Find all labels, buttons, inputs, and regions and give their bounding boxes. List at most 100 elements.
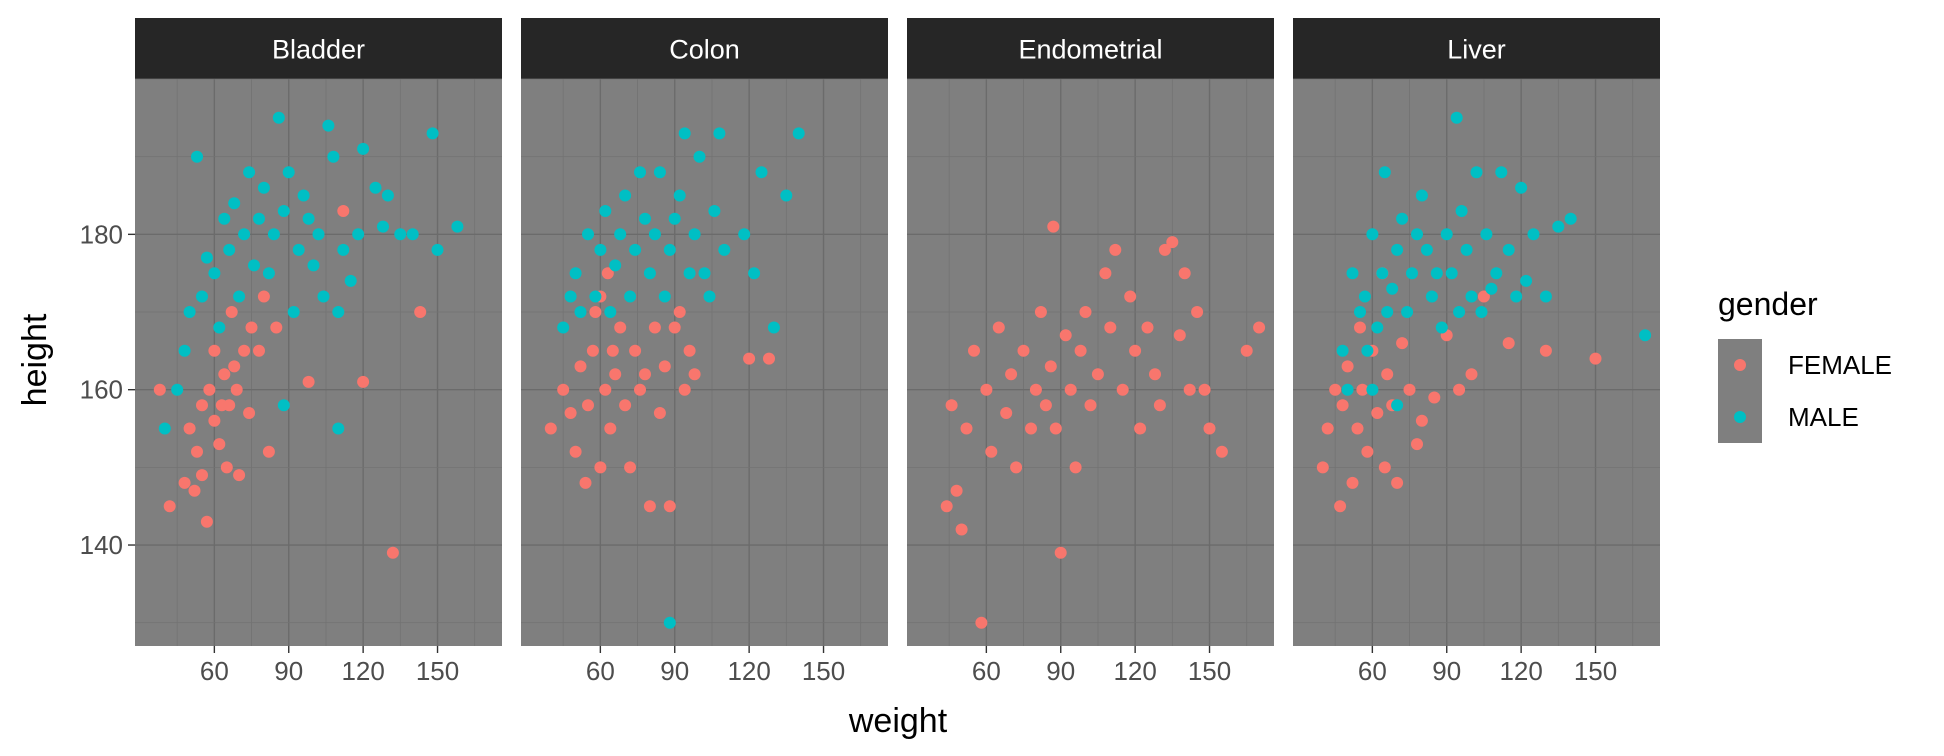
data-point-female	[1173, 329, 1186, 342]
data-point-male	[1381, 306, 1394, 318]
data-point-male	[337, 243, 350, 256]
data-point-female	[1589, 352, 1602, 365]
data-point-female	[218, 368, 231, 381]
data-point-female	[1054, 546, 1067, 559]
data-point-female	[302, 375, 315, 388]
data-point-male	[718, 243, 731, 256]
data-point-male	[1420, 243, 1433, 256]
data-point-female	[629, 344, 642, 357]
x-tick-label: 120	[1113, 656, 1156, 686]
data-point-male	[748, 267, 761, 280]
data-point-female	[238, 344, 251, 357]
y-tick-label: 180	[80, 219, 123, 249]
data-point-male	[582, 228, 594, 241]
data-point-male	[1391, 243, 1404, 256]
legend: gender FEMALE MALE	[1718, 286, 1892, 443]
data-point-female	[1074, 344, 1087, 357]
data-point-male	[643, 267, 656, 280]
data-point-female	[1091, 368, 1104, 381]
data-point-male	[1425, 290, 1438, 303]
data-point-male	[431, 243, 444, 256]
data-point-male	[1371, 321, 1384, 334]
data-point-male	[1366, 228, 1379, 241]
data-point-female	[557, 383, 570, 396]
legend-key-male	[1734, 411, 1746, 423]
facet-strip-colon	[521, 18, 888, 79]
data-point-female	[1336, 399, 1349, 412]
data-point-female	[1149, 368, 1161, 381]
data-point-female	[945, 399, 958, 412]
data-point-female	[1129, 344, 1142, 357]
data-point-male	[223, 243, 236, 256]
facet-panels: Bladder 60 90 120 150 140 160 180 Colon 60 90 120 15…	[80, 18, 1660, 686]
data-point-male	[1520, 274, 1533, 287]
data-point-female	[601, 267, 614, 280]
x-tick-label: 120	[1499, 656, 1542, 686]
data-point-male	[282, 166, 295, 179]
data-point-female	[208, 414, 221, 427]
data-point-male	[1366, 383, 1379, 396]
data-point-female	[203, 383, 216, 396]
data-point-female	[639, 368, 651, 381]
data-point-female	[1141, 321, 1154, 334]
data-point-female	[950, 484, 963, 497]
data-point-male	[639, 212, 651, 225]
data-point-male	[634, 166, 646, 179]
data-point-male	[272, 111, 285, 124]
data-point-male	[1378, 166, 1391, 179]
facet-strip-liver	[1293, 18, 1660, 79]
data-point-male	[1354, 306, 1366, 318]
data-point-female	[262, 445, 275, 458]
data-point-male	[629, 243, 642, 256]
data-point-male	[1346, 267, 1359, 280]
x-tick-label: 120	[341, 656, 384, 686]
x-tick-label: 60	[586, 656, 615, 686]
facet-panel-background	[135, 79, 502, 646]
data-point-female	[1411, 438, 1423, 451]
data-point-male	[287, 306, 300, 318]
data-point-female	[668, 321, 681, 334]
data-point-female	[1104, 321, 1117, 334]
data-point-female	[992, 321, 1005, 334]
data-point-male	[658, 290, 671, 303]
data-point-male	[1406, 267, 1418, 280]
data-point-male	[1376, 267, 1389, 280]
data-point-male	[191, 150, 203, 163]
data-point-female	[1044, 360, 1057, 373]
data-point-female	[1341, 360, 1354, 373]
legend-key-background	[1718, 339, 1762, 443]
data-point-female	[594, 461, 607, 474]
data-point-female	[1059, 329, 1072, 342]
data-point-male	[327, 150, 340, 163]
data-point-male	[332, 422, 345, 435]
data-point-male	[780, 189, 793, 202]
data-point-female	[230, 383, 243, 396]
facet-bladder: Bladder 60 90 120 150 140 160 180	[80, 18, 502, 686]
data-point-male	[614, 228, 627, 241]
data-point-male	[1564, 212, 1577, 225]
data-point-female	[1166, 236, 1179, 249]
data-point-male	[792, 127, 805, 140]
data-point-female	[1034, 306, 1047, 318]
data-point-female	[763, 352, 775, 365]
data-point-female	[1134, 422, 1147, 435]
data-point-female	[673, 306, 686, 318]
data-point-male	[267, 228, 280, 241]
data-point-male	[698, 267, 711, 280]
data-point-male	[678, 127, 691, 140]
data-point-male	[1465, 290, 1478, 303]
data-point-female	[1354, 321, 1366, 334]
data-point-male	[604, 306, 617, 318]
data-point-female	[1005, 368, 1018, 381]
data-point-male	[703, 290, 716, 303]
data-point-female	[1116, 383, 1129, 396]
data-point-female	[683, 344, 696, 357]
data-point-male	[322, 119, 335, 132]
data-point-male	[1490, 267, 1503, 280]
data-point-female	[1183, 383, 1196, 396]
data-point-male	[673, 189, 686, 202]
data-point-female	[564, 407, 577, 419]
data-point-male	[594, 243, 607, 256]
data-point-male	[648, 228, 661, 241]
data-point-male	[243, 166, 256, 179]
